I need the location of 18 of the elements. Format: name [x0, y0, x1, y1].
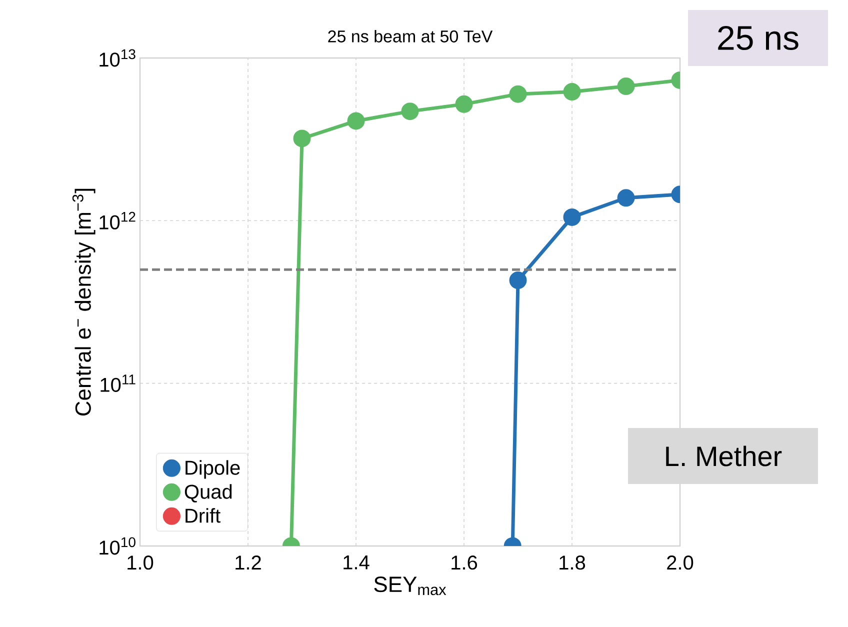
x-tick-label: 1.8 [560, 556, 586, 570]
y-tick-label: 10$^{11}$ [100, 374, 136, 392]
y-tick-label: 10$^{10}$ [100, 537, 136, 555]
y-tick-label: 10$^{13}$ [100, 49, 136, 67]
x-tick-label: 1.6 [452, 556, 478, 570]
x-tick-label: 1.2 [236, 556, 261, 570]
x-tick-label: 2.0 [667, 556, 694, 570]
x-axis-title: SEY$_{max}$ [374, 576, 446, 596]
annotation: L. Mether [666, 446, 782, 466]
y-axis-title: Central e$^{−}$ density [m$^{−3}$] [72, 188, 96, 416]
text: 25 ns [718, 26, 798, 50]
legend-label: Quad [184, 484, 232, 502]
legend-label: Drift [186, 508, 220, 523]
x-tick-label: 1.0 [128, 556, 154, 570]
chart-title: 25 ns beam at 50 TeV [328, 30, 493, 42]
y-tick-label: 10$^{12}$ [100, 212, 136, 230]
x-tick-label: 1.4 [344, 556, 370, 570]
legend-label: Dipole [186, 460, 240, 479]
